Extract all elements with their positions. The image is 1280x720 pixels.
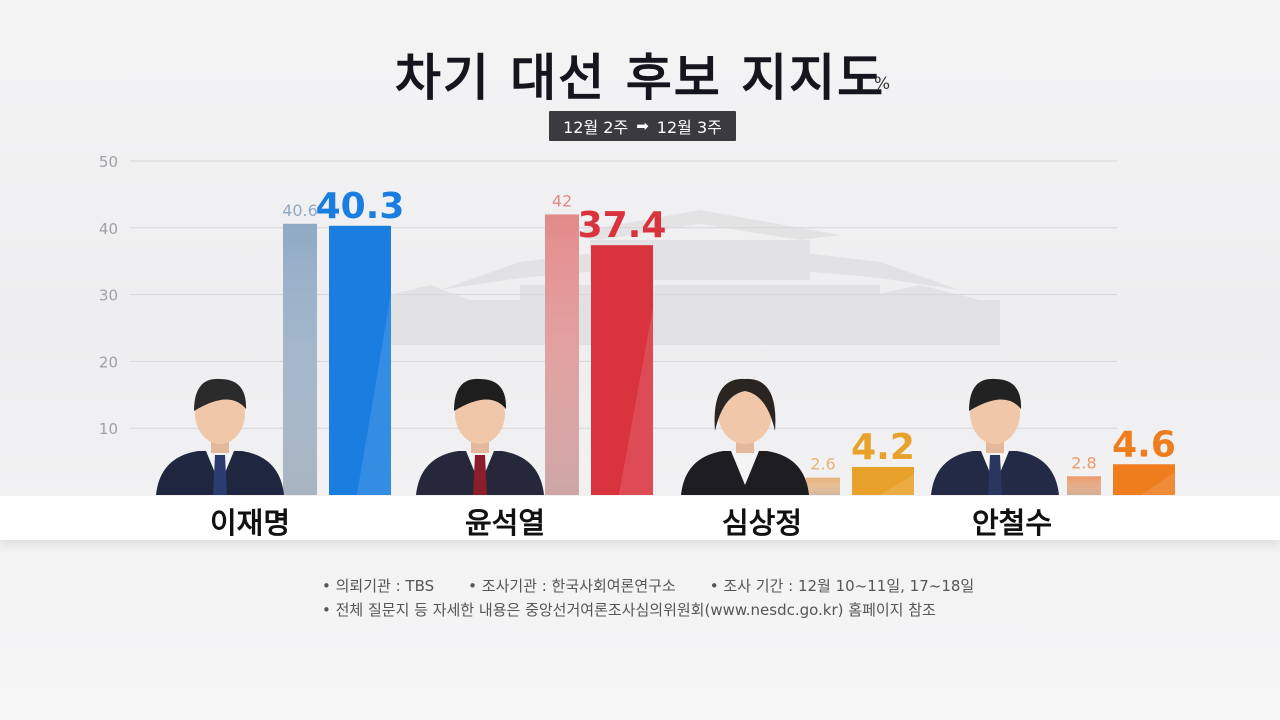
data-label-prev: 42 (552, 191, 572, 210)
bar-curr-1 (329, 225, 391, 495)
y-tick-label: 40 (99, 220, 118, 238)
unit-label: % (874, 74, 891, 94)
y-tick-label: 30 (99, 287, 118, 305)
bar-highlight (1140, 471, 1175, 495)
bar-highlight (356, 293, 391, 495)
period-to: 12월 3주 (656, 118, 722, 137)
arrow-right-icon: ➡ (636, 117, 649, 135)
bar-highlight (618, 307, 653, 495)
data-label-curr: 4.6 (1112, 424, 1176, 465)
data-label-curr: 37.4 (578, 205, 667, 246)
bar-curr-4 (1113, 464, 1175, 495)
candidate-photo-2 (416, 378, 544, 495)
bar-prev-shade (545, 214, 579, 495)
candidate-name-band (0, 496, 1280, 540)
survey-notes: 의뢰기관 : TBS 조사기관 : 한국사회여론연구소 조사 기간 : 12월 … (322, 574, 975, 622)
bar-curr-3 (852, 466, 914, 495)
palace-background-illustration (370, 210, 1000, 345)
bar-highlight (879, 473, 914, 495)
period-badge: 12월 2주 ➡ 12월 3주 (549, 111, 736, 141)
note-client: 의뢰기관 : TBS (322, 574, 435, 598)
candidate-photo-4 (931, 378, 1059, 495)
bar-prev-shade (806, 477, 840, 495)
chart-title: 차기 대선 후보 지지도 (394, 49, 886, 107)
period-from: 12월 2주 (563, 118, 629, 137)
y-tick-label: 20 (99, 353, 118, 371)
candidate-name-3: 심상정 (721, 506, 803, 540)
bar-prev-shade (1067, 476, 1101, 495)
y-tick-label: 50 (99, 153, 118, 171)
candidate-photo-1 (156, 378, 284, 495)
candidate-name-4: 안철수 (971, 506, 1053, 540)
y-tick-label: 10 (99, 420, 118, 438)
note-detail: 전체 질문지 등 자세한 내용은 중앙선거여론조사심의위원회(www.nesdc… (322, 598, 936, 622)
data-label-curr: 40.3 (316, 186, 405, 227)
note-dates: 조사 기간 : 12월 10~11일, 17~18일 (710, 574, 974, 598)
data-label-prev: 2.6 (810, 455, 835, 474)
data-label-prev: 2.8 (1071, 453, 1096, 472)
candidate-photo-3 (681, 378, 809, 495)
data-label-curr: 4.2 (851, 427, 915, 468)
data-label-prev: 40.6 (282, 201, 318, 220)
note-agency: 조사기관 : 한국사회여론연구소 (468, 574, 676, 598)
candidate-name-2: 윤석열 (464, 506, 546, 540)
candidate-name-1: 이재명 (209, 506, 291, 540)
bar-prev-shade (283, 223, 317, 496)
bar-curr-2 (591, 245, 653, 495)
